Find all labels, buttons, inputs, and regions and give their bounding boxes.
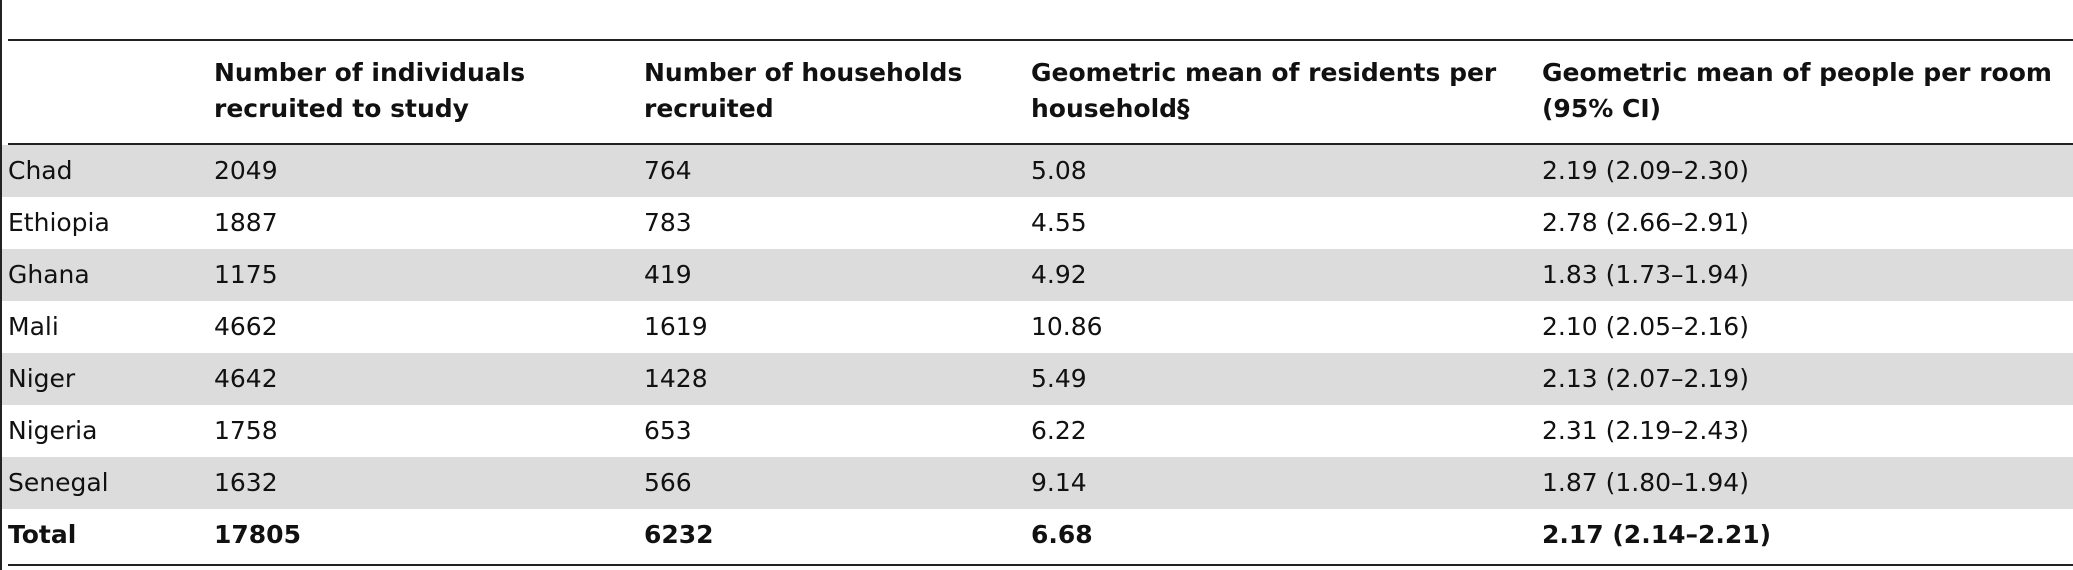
table-cell: 1.83 (1.73–1.94) (1542, 260, 1749, 289)
bottom-rule (8, 564, 2073, 566)
table-cell: 1758 (214, 416, 278, 445)
table-cell: 566 (644, 468, 692, 497)
table-cell: 1632 (214, 468, 278, 497)
table-cell: 2.13 (2.07–2.19) (1542, 364, 1749, 393)
row-label: Total (8, 520, 77, 549)
table-row: Nigeria 1758 653 6.22 2.31 (2.19–2.43) (2, 405, 2073, 457)
table-cell: 2.10 (2.05–2.16) (1542, 312, 1749, 341)
table-cell: 6.22 (1031, 416, 1087, 445)
row-label: Chad (8, 156, 73, 185)
table-cell: 1.87 (1.80–1.94) (1542, 468, 1749, 497)
table-cell: 2.31 (2.19–2.43) (1542, 416, 1749, 445)
table-cell: 2.19 (2.09–2.30) (1542, 156, 1749, 185)
column-header: Geometric mean of people per room (95% C… (1542, 58, 2052, 123)
column-header: Number of individuals recruited to study (214, 58, 526, 123)
table-cell: 4.92 (1031, 260, 1087, 289)
table-cell: 1887 (214, 208, 278, 237)
table-cell: 5.08 (1031, 156, 1087, 185)
table-cell: 2.78 (2.66–2.91) (1542, 208, 1749, 237)
column-header: Geometric mean of residents per househol… (1031, 58, 1497, 123)
table-row: Total 17805 6232 6.68 2.17 (2.14–2.21) (2, 509, 2073, 561)
left-border (0, 0, 2, 570)
table-cell: 2049 (214, 156, 278, 185)
table-cell: 653 (644, 416, 692, 445)
table-cell: 10.86 (1031, 312, 1103, 341)
row-label: Ethiopia (8, 208, 110, 237)
table-cell: 17805 (214, 520, 301, 549)
column-header: Number of households recruited (644, 58, 963, 123)
row-label: Mali (8, 312, 59, 341)
header-rule (8, 143, 2073, 145)
table-row: Senegal 1632 566 9.14 1.87 (1.80–1.94) (2, 457, 2073, 509)
table-cell: 9.14 (1031, 468, 1087, 497)
table-cell: 1175 (214, 260, 278, 289)
table-row: Ghana 1175 419 4.92 1.83 (1.73–1.94) (2, 249, 2073, 301)
table-cell: 783 (644, 208, 692, 237)
table-cell: 5.49 (1031, 364, 1087, 393)
table-row: Ethiopia 1887 783 4.55 2.78 (2.66–2.91) (2, 197, 2073, 249)
table-cell: 4662 (214, 312, 278, 341)
table-cell: 6232 (644, 520, 714, 549)
row-label: Niger (8, 364, 76, 393)
table-row: Chad 2049 764 5.08 2.19 (2.09–2.30) (2, 145, 2073, 197)
table-cell: 764 (644, 156, 692, 185)
table-cell: 4642 (214, 364, 278, 393)
table-cell: 419 (644, 260, 692, 289)
row-label: Senegal (8, 468, 109, 497)
table-cell: 6.68 (1031, 520, 1093, 549)
table-cell: 1428 (644, 364, 708, 393)
table-cell: 1619 (644, 312, 708, 341)
table-row: Mali 4662 1619 10.86 2.10 (2.05–2.16) (2, 301, 2073, 353)
row-label: Ghana (8, 260, 90, 289)
row-label: Nigeria (8, 416, 98, 445)
table-row: Niger 4642 1428 5.49 2.13 (2.07–2.19) (2, 353, 2073, 405)
table-cell: 2.17 (2.14–2.21) (1542, 520, 1772, 549)
top-rule (8, 39, 2073, 41)
table-cell: 4.55 (1031, 208, 1087, 237)
